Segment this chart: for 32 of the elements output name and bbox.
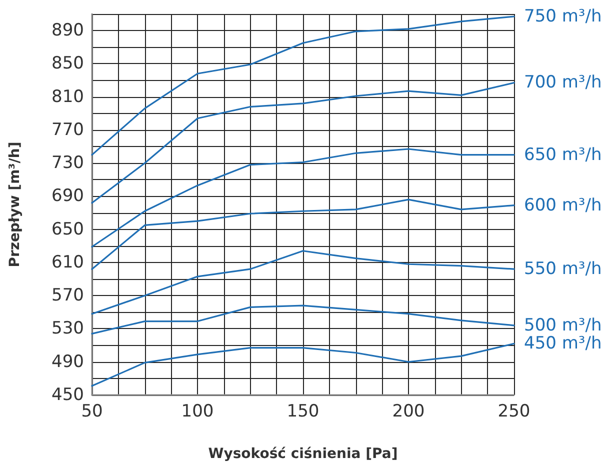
y-tick-label: 810 <box>52 86 84 107</box>
y-tick-label: 770 <box>52 120 84 140</box>
x-tick-label: 100 <box>181 402 214 422</box>
line-series <box>91 304 515 335</box>
y-tick-label: 610 <box>52 252 84 272</box>
y-tick-label: 530 <box>52 318 84 339</box>
series-label: 750 m³/h <box>524 6 602 26</box>
series-label: 700 m³/h <box>524 72 602 93</box>
line-series <box>91 148 515 248</box>
x-axis-title: Wysokość ciśnienia [Pa] <box>208 446 398 462</box>
y-tick-label: 890 <box>52 20 84 41</box>
series-label: 450 m³/h <box>524 334 602 354</box>
x-tick-label: 250 <box>498 402 530 422</box>
y-tick-label: 570 <box>52 286 84 306</box>
x-tick-label: 150 <box>286 402 320 422</box>
y-tick-label: 690 <box>52 186 84 206</box>
y-tick-label: 450 <box>52 385 84 405</box>
line-series <box>91 342 515 387</box>
y-tick-label: 490 <box>52 352 84 372</box>
line-series <box>91 250 515 315</box>
line-series <box>91 198 515 270</box>
x-tick-label: 50 <box>81 402 103 422</box>
y-tick-label: 730 <box>52 153 84 174</box>
series-label: 650 m³/h <box>524 144 602 165</box>
y-axis-title: Przepływ [m³/h] <box>7 142 23 268</box>
y-tick-label: 650 <box>52 219 84 240</box>
series-label: 550 m³/h <box>524 259 602 280</box>
series-label: 500 m³/h <box>524 315 602 336</box>
line-series <box>91 82 515 204</box>
series-label: 600 m³/h <box>524 195 602 216</box>
x-tick-label: 200 <box>392 402 425 422</box>
y-tick-label: 850 <box>52 54 84 74</box>
